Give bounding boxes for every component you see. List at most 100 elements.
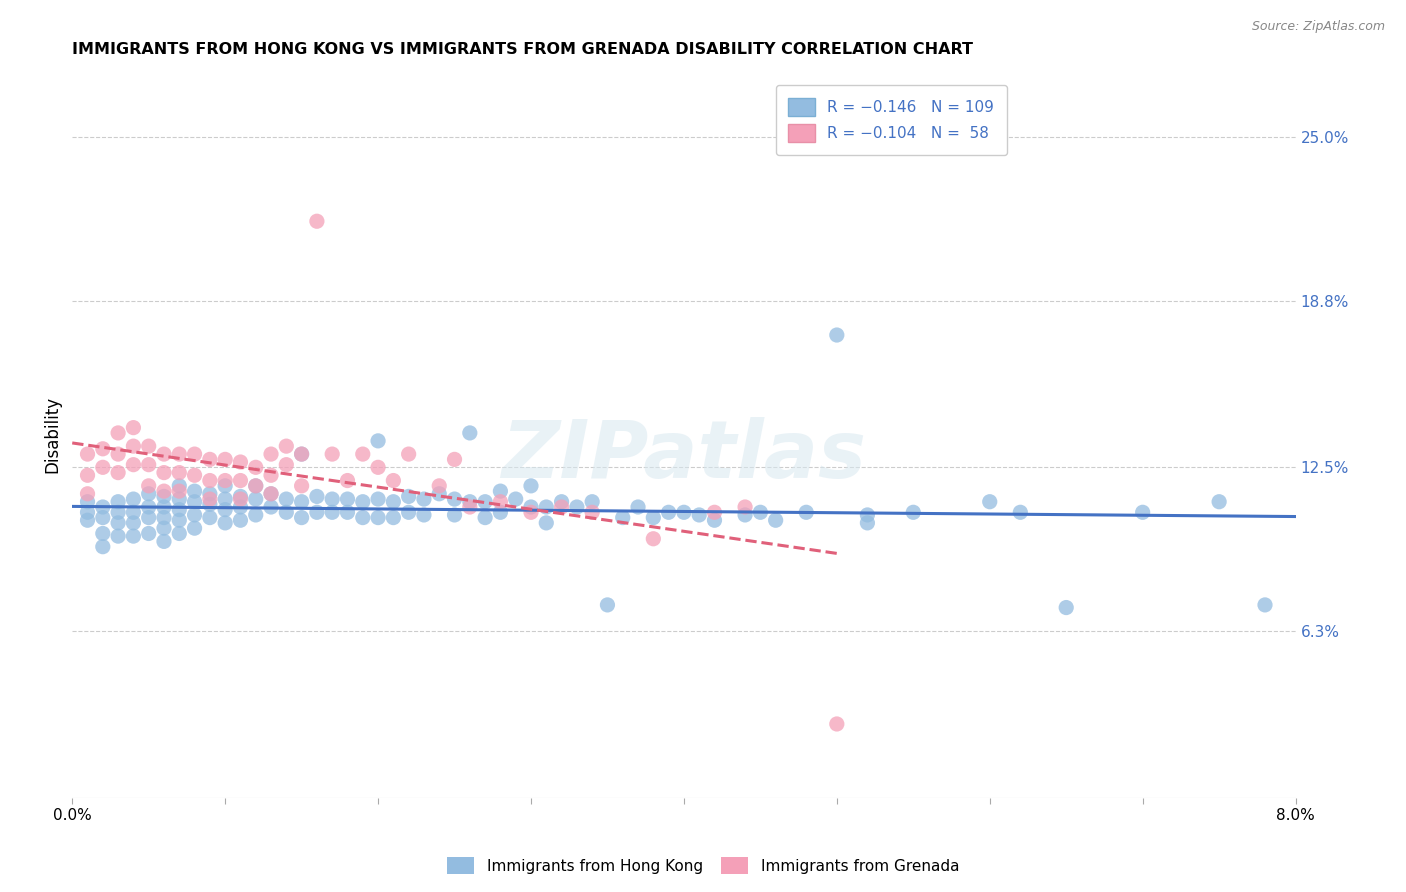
Point <box>107 466 129 480</box>
Point <box>856 508 879 522</box>
Point <box>672 505 695 519</box>
Point <box>169 502 191 516</box>
Point <box>550 500 572 514</box>
Point <box>138 458 160 472</box>
Point <box>413 491 436 506</box>
Point <box>336 474 359 488</box>
Point <box>443 491 465 506</box>
Point <box>291 510 314 524</box>
Point <box>91 442 114 456</box>
Point <box>321 505 343 519</box>
Point <box>76 468 98 483</box>
Point <box>153 510 176 524</box>
Point <box>794 505 817 519</box>
Point <box>229 455 252 469</box>
Point <box>107 505 129 519</box>
Point <box>903 505 925 519</box>
Point <box>458 494 481 508</box>
Point <box>91 510 114 524</box>
Point <box>581 494 603 508</box>
Text: IMMIGRANTS FROM HONG KONG VS IMMIGRANTS FROM GRENADA DISABILITY CORRELATION CHAR: IMMIGRANTS FROM HONG KONG VS IMMIGRANTS … <box>72 42 973 57</box>
Point <box>245 460 267 475</box>
Point <box>382 510 405 524</box>
Point <box>627 500 650 514</box>
Point <box>122 439 145 453</box>
Point <box>321 491 343 506</box>
Point <box>458 500 481 514</box>
Point <box>382 494 405 508</box>
Point <box>198 497 221 511</box>
Point <box>276 458 298 472</box>
Point <box>169 479 191 493</box>
Point <box>183 521 205 535</box>
Point <box>291 494 314 508</box>
Point <box>229 500 252 514</box>
Point <box>138 479 160 493</box>
Point <box>398 490 420 504</box>
Point <box>229 491 252 506</box>
Point <box>581 505 603 519</box>
Point <box>276 439 298 453</box>
Legend: Immigrants from Hong Kong, Immigrants from Grenada: Immigrants from Hong Kong, Immigrants fr… <box>440 851 966 880</box>
Point <box>183 494 205 508</box>
Point <box>367 460 389 475</box>
Point <box>398 447 420 461</box>
Point <box>489 494 512 508</box>
Point <box>398 505 420 519</box>
Point <box>352 494 374 508</box>
Point <box>260 487 283 501</box>
Point <box>169 484 191 499</box>
Point <box>245 508 267 522</box>
Point <box>214 491 236 506</box>
Point <box>214 474 236 488</box>
Point <box>183 484 205 499</box>
Point <box>198 510 221 524</box>
Point <box>198 452 221 467</box>
Point <box>198 487 221 501</box>
Point <box>489 484 512 499</box>
Point <box>291 447 314 461</box>
Point <box>505 491 527 506</box>
Point <box>305 505 328 519</box>
Point <box>122 420 145 434</box>
Point <box>321 447 343 461</box>
Point <box>107 529 129 543</box>
Point <box>91 460 114 475</box>
Point <box>153 534 176 549</box>
Point <box>76 447 98 461</box>
Point <box>169 466 191 480</box>
Y-axis label: Disability: Disability <box>44 396 60 473</box>
Point <box>443 452 465 467</box>
Point <box>229 513 252 527</box>
Point <box>305 490 328 504</box>
Point <box>352 447 374 461</box>
Point <box>122 529 145 543</box>
Point <box>107 425 129 440</box>
Point <box>169 491 191 506</box>
Point <box>367 491 389 506</box>
Point <box>1054 600 1077 615</box>
Point <box>214 516 236 530</box>
Point <box>245 491 267 506</box>
Point <box>183 447 205 461</box>
Text: ZIPatlas: ZIPatlas <box>502 417 866 495</box>
Point <box>336 505 359 519</box>
Point <box>765 513 787 527</box>
Point <box>749 505 772 519</box>
Point <box>520 479 543 493</box>
Point <box>229 490 252 504</box>
Point <box>291 447 314 461</box>
Point <box>229 474 252 488</box>
Point <box>367 434 389 448</box>
Point <box>214 502 236 516</box>
Legend: R = −0.146   N = 109, R = −0.104   N =  58: R = −0.146 N = 109, R = −0.104 N = 58 <box>776 86 1007 154</box>
Point <box>427 487 450 501</box>
Point <box>825 328 848 343</box>
Point <box>260 447 283 461</box>
Point <box>825 717 848 731</box>
Point <box>536 500 558 514</box>
Point <box>1010 505 1032 519</box>
Point <box>245 479 267 493</box>
Point <box>703 513 725 527</box>
Point <box>276 491 298 506</box>
